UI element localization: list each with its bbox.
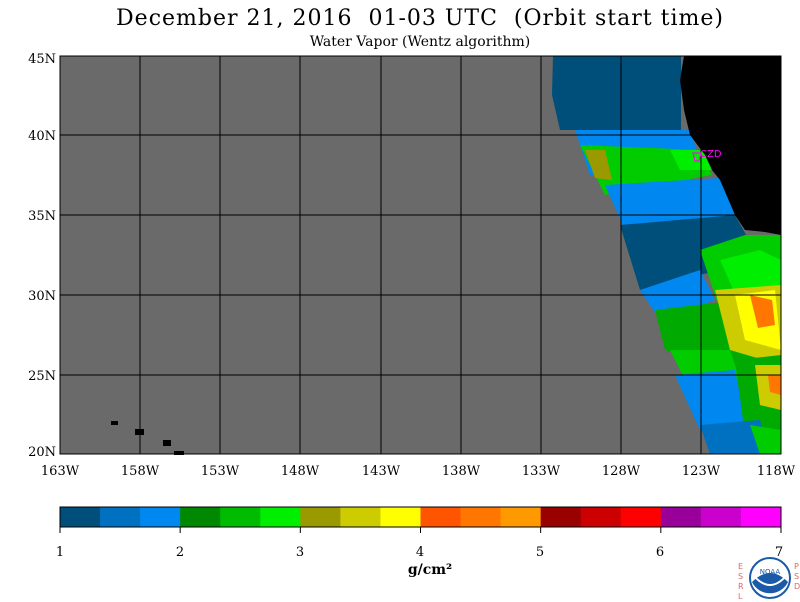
colorbar-cell <box>180 507 221 527</box>
lon-axis: 163W 158W 153W 148W 143W 138W 133W 128W … <box>41 464 796 479</box>
lat-label: 30N <box>28 289 56 304</box>
lat-label: 35N <box>28 209 56 224</box>
chart-subtitle: Water Vapor (Wentz algorithm) <box>309 34 531 50</box>
noaa-logo: NOAA <box>749 557 791 599</box>
colorbar-tick-label: 6 <box>656 545 664 560</box>
colorbar-cell <box>300 507 341 527</box>
lon-label: 153W <box>201 464 240 479</box>
place-label: CZD <box>700 149 722 160</box>
colorbar-tick-label: 2 <box>176 545 184 560</box>
esrl-letters: E S R L <box>738 562 744 601</box>
land-mass <box>680 56 781 235</box>
lon-label: 138W <box>442 464 481 479</box>
colorbar-cell <box>660 507 702 527</box>
lon-label: 118W <box>757 464 796 479</box>
lon-label: 163W <box>41 464 80 479</box>
lat-label: 40N <box>28 129 56 144</box>
colorbar-cell <box>260 507 301 527</box>
lon-label: 148W <box>281 464 320 479</box>
colorbar-tick-label: 1 <box>56 545 64 560</box>
colorbar-cell <box>740 507 782 527</box>
lon-label: 123W <box>682 464 721 479</box>
chart-title: December 21, 2016 01-03 UTC (Orbit start… <box>116 6 724 31</box>
colorbar-cell <box>60 507 101 527</box>
colorbar-tick-label: 4 <box>416 545 424 560</box>
psd-letters: P S D <box>794 562 800 591</box>
colorbar-cell <box>100 507 141 527</box>
colorbar-cell <box>500 507 542 527</box>
noaa-logo-text: NOAA <box>760 568 781 576</box>
lon-label: 133W <box>522 464 561 479</box>
colorbar-cell <box>140 507 181 527</box>
lat-label: 20N <box>28 445 56 460</box>
colorbar-frame <box>59 506 782 528</box>
colorbar-cell <box>420 507 462 527</box>
lon-label: 128W <box>602 464 641 479</box>
colorbar-cell <box>580 507 622 527</box>
colorbar-tick-label: 5 <box>536 545 544 560</box>
colorbar-tick-label: 7 <box>775 545 783 560</box>
colorbar-cell <box>620 507 662 527</box>
colorbar-ticks: 1 2 3 4 5 6 7 <box>56 545 783 560</box>
colorbar-tick-label: 3 <box>296 545 304 560</box>
place-marker: CZD <box>692 149 722 162</box>
colorbar-cell <box>700 507 742 527</box>
lon-label: 143W <box>362 464 401 479</box>
lat-label: 45N <box>28 52 56 67</box>
lat-axis: 45N 40N 35N 30N 25N 20N <box>28 52 56 460</box>
colorbar-units: g/cm² <box>407 562 453 578</box>
colorbar-cell <box>220 507 261 527</box>
colorbar-cell <box>340 507 381 527</box>
colorbar-cell <box>460 507 502 527</box>
colorbar-cell <box>540 507 582 527</box>
grid-lines <box>60 56 781 454</box>
lat-label: 25N <box>28 369 56 384</box>
colorbar-cell <box>380 507 421 527</box>
lon-label: 158W <box>121 464 160 479</box>
colorbar <box>59 507 782 533</box>
water-vapor-swath <box>552 56 781 454</box>
